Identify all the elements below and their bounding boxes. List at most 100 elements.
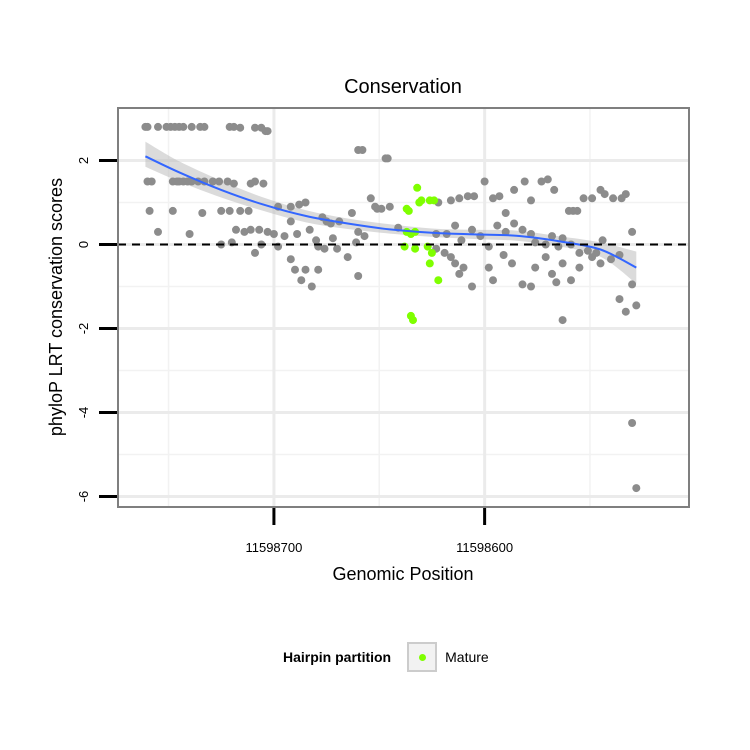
point-other — [575, 248, 584, 257]
point-other — [476, 232, 485, 241]
point-other — [446, 196, 455, 205]
point-other — [552, 278, 561, 287]
point-other — [609, 194, 618, 203]
point-other — [291, 265, 299, 274]
point-other — [621, 190, 630, 199]
point-other — [293, 230, 302, 238]
point-other — [567, 276, 575, 285]
legend: Hairpin partition Mature — [283, 640, 489, 674]
point-other — [520, 177, 529, 186]
point-other — [263, 227, 272, 236]
point-mature — [413, 183, 422, 192]
point-other — [259, 179, 268, 188]
y-tick-label: 2 — [76, 157, 91, 164]
point-other — [229, 122, 238, 131]
plot-panel — [118, 108, 689, 507]
point-other — [383, 154, 392, 163]
point-other — [223, 177, 232, 186]
point-other — [143, 122, 152, 131]
point-other — [145, 206, 154, 215]
point-other — [499, 251, 508, 259]
point-other — [328, 234, 337, 243]
point-other — [455, 269, 464, 278]
point-other — [366, 194, 375, 203]
point-other — [269, 230, 278, 238]
point-other — [307, 282, 316, 291]
point-other — [510, 185, 519, 194]
point-other — [484, 263, 493, 272]
point-mature — [404, 206, 413, 215]
point-other — [615, 295, 624, 304]
point-other — [451, 259, 460, 268]
point-other — [198, 209, 207, 217]
point-other — [621, 307, 630, 316]
point-other — [548, 232, 556, 241]
point-other — [459, 263, 468, 272]
point-other — [501, 209, 510, 217]
y-tick-label: -6 — [76, 491, 91, 503]
point-other — [493, 221, 502, 230]
x-tick-label: 11598600 — [456, 540, 513, 555]
point-other — [628, 280, 637, 289]
point-other — [455, 194, 464, 203]
point-other — [377, 204, 386, 213]
point-other — [470, 192, 479, 201]
point-other — [632, 484, 641, 493]
point-mature — [425, 259, 434, 268]
point-other — [558, 234, 567, 243]
point-other — [527, 196, 535, 205]
point-other — [463, 192, 472, 201]
point-other — [541, 253, 550, 262]
point-other — [531, 263, 540, 272]
point-mature — [434, 276, 443, 285]
x-axis-label: Genomic Position — [332, 564, 473, 584]
point-other — [187, 122, 196, 131]
point-other — [385, 202, 394, 211]
point-other — [575, 263, 584, 272]
point-other — [518, 280, 527, 289]
point-mature — [411, 244, 420, 253]
points-mature — [400, 183, 443, 325]
point-mature — [427, 248, 436, 257]
point-other — [251, 123, 259, 132]
point-other — [320, 244, 329, 253]
point-other — [537, 177, 546, 186]
point-other — [579, 194, 588, 203]
point-other — [286, 217, 295, 226]
point-other — [179, 122, 188, 131]
point-other — [527, 282, 535, 291]
point-other — [508, 259, 516, 268]
point-mature — [430, 196, 439, 205]
point-other — [607, 255, 615, 264]
point-other — [628, 419, 637, 427]
point-other — [232, 225, 240, 234]
point-other — [333, 244, 342, 253]
y-tick-label: -2 — [76, 323, 91, 335]
point-mature — [409, 316, 417, 325]
point-other — [489, 276, 497, 285]
point-other — [301, 265, 310, 274]
point-other — [588, 253, 597, 262]
grid-minor — [118, 108, 689, 507]
point-other — [600, 190, 609, 199]
legend-dot-mature — [418, 653, 426, 661]
point-other — [246, 225, 255, 234]
point-other — [548, 269, 556, 278]
point-other — [468, 225, 476, 234]
point-other — [200, 122, 209, 131]
point-other — [215, 177, 224, 186]
point-other — [358, 146, 367, 154]
point-other — [236, 206, 245, 215]
point-other — [543, 175, 552, 184]
point-other — [495, 192, 504, 201]
point-other — [598, 236, 607, 245]
point-other — [451, 221, 460, 230]
point-other — [251, 177, 259, 186]
point-other — [440, 248, 449, 257]
point-other — [628, 227, 637, 236]
point-other — [154, 122, 162, 131]
point-other — [286, 255, 295, 264]
point-other — [632, 301, 641, 310]
point-other — [147, 177, 156, 186]
